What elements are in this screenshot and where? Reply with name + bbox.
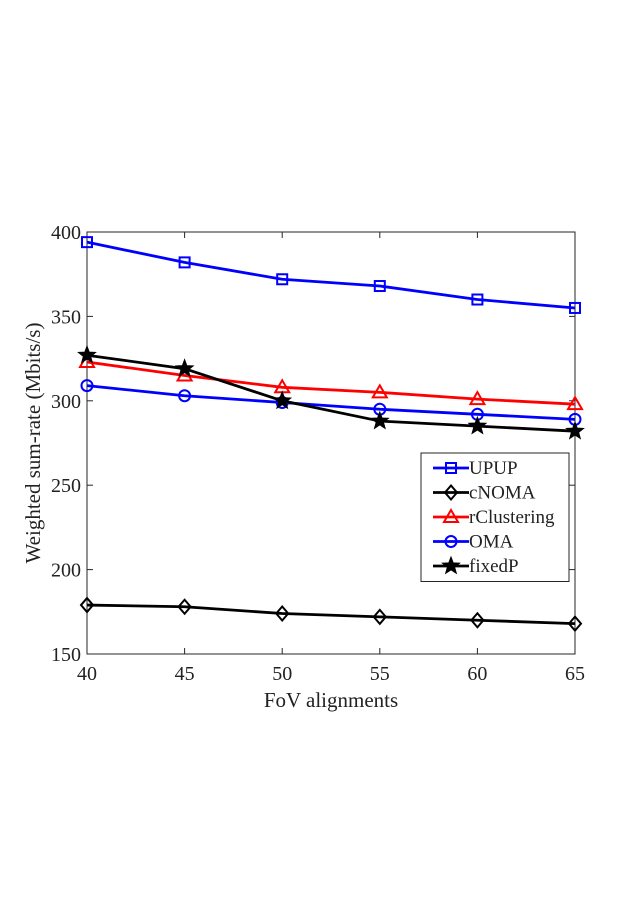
legend-marker-cNOMA	[443, 483, 459, 502]
data-point-fixedP-55	[369, 410, 390, 430]
legend-label: fixedP	[469, 556, 519, 577]
data-point-UPUP-65	[569, 301, 581, 314]
data-point-UPUP-60	[471, 293, 484, 306]
series-line-UPUP	[86, 240, 576, 310]
data-point-cNOMA-50	[274, 604, 290, 623]
data-point-cNOMA-65	[567, 615, 583, 633]
y-axis-label: Weighted sum-rate (Mbits/s)	[21, 323, 45, 564]
y-tick-label: 300	[51, 391, 81, 413]
x-tick-label: 55	[370, 663, 390, 685]
data-point-rClustering-55	[371, 383, 389, 399]
data-point-rClustering-60	[468, 390, 487, 406]
legend-item-cNOMA: cNOMA	[433, 483, 536, 504]
x-tick-label: 60	[467, 663, 487, 685]
series-layer	[77, 236, 585, 633]
series-line-cNOMA	[86, 603, 576, 626]
x-tick-label: 45	[175, 663, 195, 685]
data-point-fixedP-45	[174, 358, 195, 378]
series-line-OMA	[86, 384, 576, 421]
legend-marker-fixedP	[441, 555, 461, 575]
data-point-cNOMA-60	[470, 611, 485, 629]
data-point-fixedP-50	[272, 390, 293, 410]
data-point-UPUP-55	[373, 280, 386, 293]
legend-marker-UPUP	[445, 462, 457, 474]
legend-item-OMA: OMA	[433, 532, 514, 553]
data-point-UPUP-45	[178, 256, 191, 269]
y-tick-label: 400	[51, 222, 81, 244]
x-tick-label: 50	[272, 663, 292, 685]
y-tick-label: 350	[51, 306, 81, 328]
x-tick-label: 40	[77, 663, 97, 685]
legend-item-fixedP: fixedP	[433, 555, 519, 577]
legend-item-rClustering: rClustering	[433, 507, 555, 528]
data-point-cNOMA-45	[177, 598, 192, 616]
series-UPUP	[81, 236, 581, 314]
data-point-fixedP-40	[77, 344, 97, 364]
legend-item-UPUP: UPUP	[433, 458, 518, 479]
x-tick-label: 65	[565, 663, 585, 685]
series-line-rClustering	[86, 360, 576, 406]
data-point-cNOMA-40	[79, 596, 95, 614]
data-point-fixedP-60	[467, 415, 488, 435]
series-fixedP	[77, 344, 585, 440]
y-tick-label: 150	[51, 644, 81, 666]
plot-area	[86, 231, 576, 655]
legend-marker-OMA	[444, 535, 458, 548]
y-tick-label: 200	[51, 560, 81, 582]
legend-label: cNOMA	[469, 483, 536, 504]
data-point-UPUP-50	[276, 273, 289, 286]
data-point-rClustering-65	[566, 395, 584, 411]
data-point-OMA-45	[178, 389, 192, 403]
data-point-cNOMA-55	[372, 608, 388, 626]
data-point-UPUP-40	[81, 236, 93, 249]
data-point-OMA-40	[80, 379, 94, 393]
series-cNOMA	[79, 596, 583, 633]
legend-marker-rClustering	[442, 508, 460, 523]
axis-ticks: 40 45 50 55 60 65 150 200 250 300 350 400	[51, 222, 585, 685]
legend-label: UPUP	[469, 458, 518, 479]
data-point-fixedP-65	[565, 420, 585, 440]
series-line-fixedP	[86, 353, 576, 433]
legend-label: OMA	[469, 532, 514, 553]
y-tick-label: 250	[51, 475, 81, 497]
x-axis-label: FoV alignments	[264, 688, 398, 712]
legend-label: rClustering	[469, 507, 555, 528]
legend: UPUP cNOMA rClustering OMA fixedP	[420, 452, 570, 582]
